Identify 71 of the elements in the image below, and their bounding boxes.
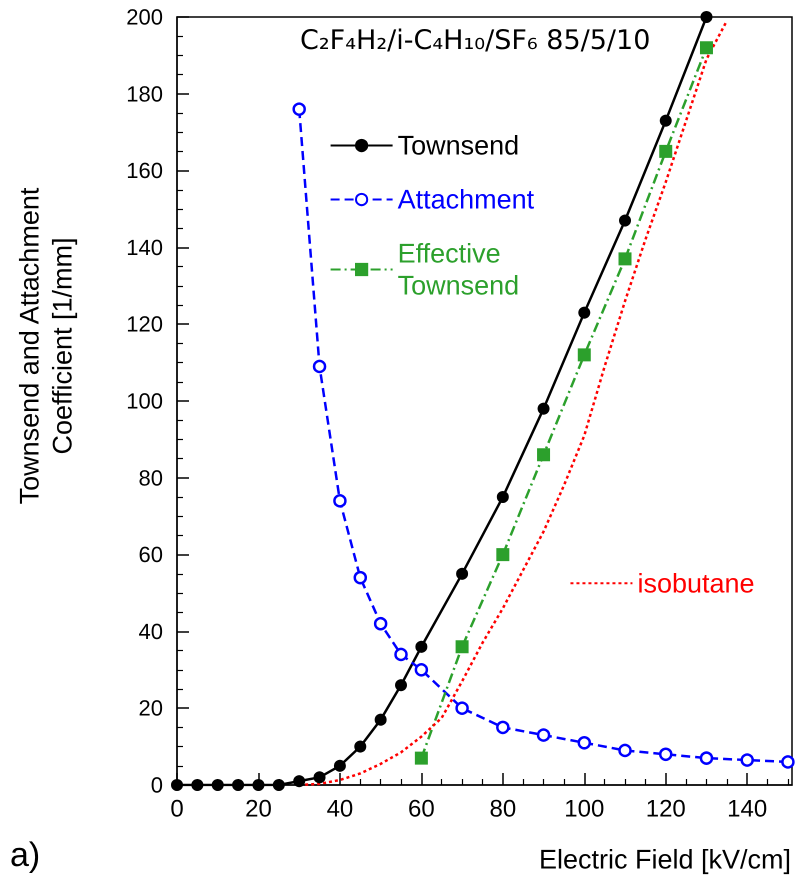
point (659, 748, 672, 762)
point (333, 494, 347, 508)
point (314, 771, 326, 784)
y-tick-label: 160 (126, 158, 163, 184)
point (537, 448, 550, 462)
point (618, 252, 632, 266)
point (496, 548, 510, 562)
point (496, 720, 510, 734)
point (212, 779, 224, 791)
x-tick-label: 20 (245, 796, 272, 822)
x-tick-label: 100 (564, 796, 604, 822)
point (312, 360, 326, 374)
point (659, 144, 672, 158)
y-tick-label: 40 (138, 618, 163, 644)
point (456, 640, 469, 654)
point (455, 701, 469, 715)
point (700, 11, 712, 23)
point (354, 740, 366, 753)
point (578, 306, 590, 319)
point (252, 779, 264, 791)
point (293, 775, 306, 788)
point (272, 779, 285, 791)
chart-title: C₂F₄H₂/i-C₄H₁₀/SF₆ 85/5/10 (300, 25, 650, 56)
point (536, 728, 550, 742)
point (414, 752, 428, 765)
point (781, 755, 795, 769)
point (191, 779, 204, 791)
point (578, 348, 591, 362)
point (700, 751, 714, 765)
y-tick-label: 180 (126, 81, 163, 106)
point (456, 568, 468, 580)
point (354, 570, 368, 584)
x-axis-title: Electric Field [kV/cm] (538, 844, 792, 874)
point (394, 648, 408, 662)
point (619, 214, 632, 227)
y-tick-label: 140 (126, 234, 163, 260)
x-tick-label: 140 (727, 796, 768, 822)
point (232, 779, 244, 791)
y-tick-label: 120 (126, 312, 163, 337)
point (700, 41, 713, 54)
legend-label: Effective Townsend (398, 238, 520, 301)
point (740, 753, 754, 767)
x-tick-label: 0 (170, 796, 184, 822)
point (660, 114, 672, 127)
point (292, 102, 306, 116)
x-tick-label: 80 (489, 796, 516, 822)
point (415, 640, 428, 653)
y-tick-label: 200 (126, 4, 163, 30)
point (496, 491, 509, 503)
point (374, 616, 388, 630)
y-tick-label: 20 (138, 696, 163, 721)
legend-label: Attachment (398, 184, 535, 215)
text: a) (10, 836, 40, 874)
point (395, 679, 408, 692)
legend-label: isobutane (637, 568, 755, 598)
point (414, 663, 428, 677)
point (538, 402, 550, 415)
y-axis-title: Townsend and Attachment Coefficient [1/mm] (14, 187, 78, 504)
y-tick-label: 100 (126, 388, 163, 414)
point (578, 736, 592, 750)
y-tick-label: 0 (150, 772, 163, 798)
point (171, 779, 183, 791)
legend-label: Townsend (398, 130, 520, 161)
y-tick-label: 60 (138, 542, 163, 568)
x-tick-label: 60 (408, 796, 435, 822)
point (618, 744, 632, 758)
point (374, 714, 387, 726)
point (334, 760, 346, 772)
y-tick-label: 80 (138, 465, 163, 490)
x-tick-label: 120 (646, 796, 686, 822)
x-tick-label: 40 (326, 796, 354, 822)
